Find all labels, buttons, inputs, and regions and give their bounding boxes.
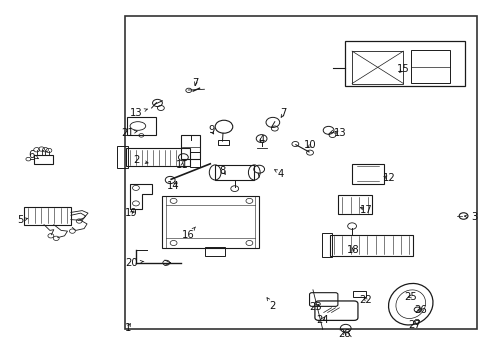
Bar: [124, 16, 476, 329]
Text: 18: 18: [346, 245, 359, 255]
Text: 19: 19: [124, 208, 137, 218]
Bar: [181, 135, 200, 159]
Bar: [352, 291, 365, 297]
Text: 24: 24: [316, 315, 328, 325]
Text: 20: 20: [125, 258, 143, 268]
Text: 23: 23: [308, 302, 321, 312]
Text: 13: 13: [129, 108, 147, 118]
Text: 17: 17: [359, 204, 371, 215]
Text: 7: 7: [280, 108, 286, 118]
Text: 9: 9: [207, 125, 214, 135]
Text: 4: 4: [258, 135, 264, 145]
Text: 2: 2: [266, 298, 276, 311]
Text: 28: 28: [338, 329, 350, 339]
Text: 5: 5: [17, 215, 27, 225]
Text: 7: 7: [192, 78, 199, 88]
Bar: [34, 155, 53, 164]
Text: 10: 10: [304, 140, 316, 150]
Text: 15: 15: [396, 64, 408, 74]
Text: 6: 6: [28, 150, 39, 160]
Text: 14: 14: [167, 181, 180, 191]
Text: 12: 12: [382, 173, 394, 183]
Text: 8: 8: [219, 166, 225, 176]
Bar: [351, 51, 403, 84]
Bar: [215, 165, 254, 180]
Bar: [329, 235, 412, 256]
Text: 22: 22: [359, 294, 371, 305]
Bar: [189, 152, 200, 167]
Text: 16: 16: [182, 227, 195, 240]
Bar: [344, 41, 464, 86]
Text: 21: 21: [121, 128, 137, 138]
Text: 3: 3: [464, 212, 476, 222]
Text: 26: 26: [413, 305, 426, 315]
Bar: [321, 233, 331, 257]
Text: 4: 4: [274, 168, 284, 179]
Bar: [117, 146, 128, 168]
Bar: [24, 207, 71, 225]
Text: 2: 2: [133, 155, 148, 165]
Bar: [410, 50, 449, 83]
Bar: [126, 148, 189, 166]
Bar: [351, 164, 383, 184]
Bar: [217, 140, 229, 145]
Bar: [127, 117, 155, 135]
Text: 11: 11: [176, 160, 188, 170]
Text: 13: 13: [333, 128, 346, 138]
Text: 25: 25: [404, 292, 416, 302]
Bar: [338, 195, 371, 214]
Bar: [205, 247, 224, 256]
Text: 27: 27: [407, 320, 420, 330]
Text: 1: 1: [124, 323, 131, 333]
